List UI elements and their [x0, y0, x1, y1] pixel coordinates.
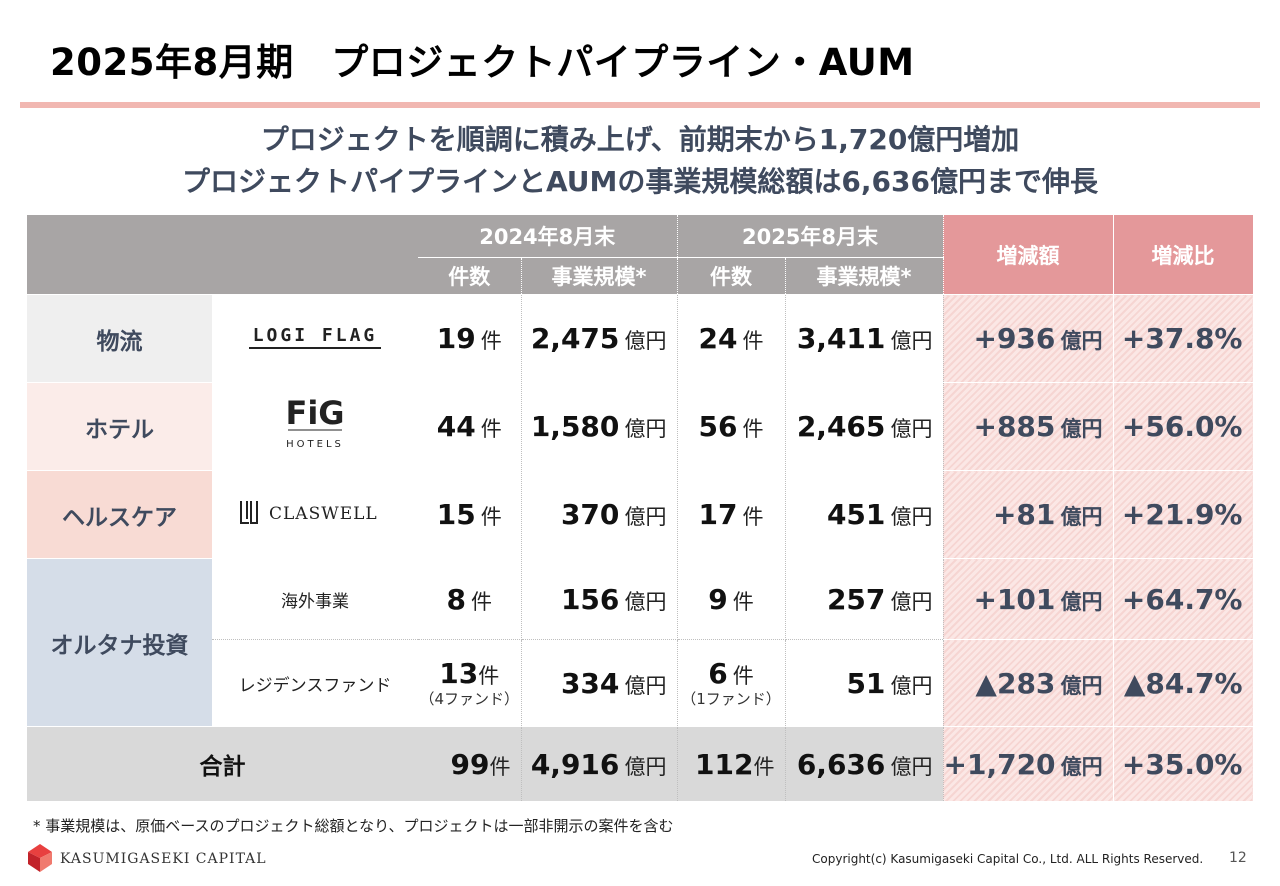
fund-note-2025: （1ファンド） [681, 690, 781, 708]
table-row-healthcare: ヘルスケア CLASWELL 15 件 370 億円 17 件 451 億円 +… [27, 470, 1254, 559]
change-amount: +936 億円 [943, 294, 1114, 383]
scale-2024: 1,580 億円 [521, 382, 678, 471]
title-divider [20, 102, 1260, 108]
header-change-ratio: 増減比 [1113, 215, 1254, 295]
total-label: 合計 [27, 726, 418, 802]
scale-2025: 451 億円 [785, 470, 944, 559]
change-ratio: +64.7% [1113, 558, 1254, 640]
header-blank [27, 215, 418, 295]
fig-text: FiG [285, 394, 344, 432]
segment-hotel: ホテル [27, 382, 212, 471]
table-row-hotel: ホテル FiG HOTELS 44 件 1,580 億円 56 件 2,465 … [27, 382, 1254, 471]
company-name: KASUMIGASEKI CAPITAL [60, 851, 267, 867]
brand-logo-logi-flag: LOGI FLAG [212, 294, 418, 383]
subtitle-line-2: プロジェクトパイプラインとAUMの事業規模総額は6,636億円まで伸長 [182, 165, 1098, 198]
table-row-overseas: オルタナ投資 海外事業 8 件 156 億円 9 件 257 億円 +101 億… [27, 558, 1254, 727]
brand-logo-fig-hotels: FiG HOTELS [212, 382, 418, 471]
page-title: 2025年8月期 プロジェクトパイプライン・AUM [50, 41, 915, 84]
scale-2025: 257 億円 [785, 558, 944, 640]
segment-healthcare: ヘルスケア [27, 470, 212, 559]
scale-2025: 2,465 億円 [785, 382, 944, 471]
claswell-text: CLASWELL [269, 504, 378, 524]
sub-segment-residence-fund: レジデンスファンド [212, 639, 418, 727]
claswell-mark-icon [240, 501, 258, 524]
fig-hotels-logo: FiG HOTELS [285, 394, 344, 450]
count-2025: 56 件 [677, 382, 786, 471]
header-row-sub: 件数 事業規模* 件数 事業規模* [27, 257, 1253, 295]
count-2025: 6 件 （1ファンド） [677, 639, 786, 727]
table-row-residence-fund: レジデンスファンド 13件 （4ファンド） 334 億円 6 件 （1ファンド）… [27, 639, 1254, 727]
page-number: 12 [1229, 850, 1247, 866]
segment-alternative-investment: オルタナ投資 [27, 558, 212, 727]
pipeline-table: 2024年8月末 2025年8月末 増減額 増減比 件数 事業規模* 件数 事業… [27, 215, 1254, 802]
table-row-total: 合計 99件 4,916 億円 112件 6,636 億円 +1,720 億円 … [27, 726, 1254, 802]
hotels-text: HOTELS [286, 439, 344, 450]
scale-2025: 51 億円 [785, 639, 944, 727]
logi-flag-text: LOGI FLAG [253, 325, 378, 346]
copyright: Copyright(c) Kasumigaseki Capital Co., L… [812, 852, 1204, 866]
count-2025: 9 件 [677, 558, 786, 640]
change-ratio: +37.8% [1113, 294, 1254, 383]
footnote: * 事業規模は、原価ベースのプロジェクト総額となり、プロジェクトは一部非開示の案… [33, 817, 674, 835]
count-2024: 44 件 [418, 382, 522, 471]
header-2024: 2024年8月末 [418, 215, 678, 258]
count-2024: 15 件 [418, 470, 522, 559]
change-amount: ▲283 億円 [943, 639, 1114, 727]
segment-logistics: 物流 [27, 294, 212, 383]
change-ratio: +21.9% [1113, 470, 1254, 559]
claswell-logo: CLASWELL [240, 501, 378, 524]
header-scale-2025: 事業規模* [785, 257, 944, 295]
header-change-amount: 増減額 [943, 215, 1114, 295]
change-ratio: +56.0% [1113, 382, 1254, 471]
count-2024: 19 件 [418, 294, 522, 383]
total-change-amount: +1,720 億円 [943, 726, 1114, 802]
subtitle-line-1: プロジェクトを順調に積み上げ、前期末から1,720億円増加 [260, 123, 1020, 156]
company-logo-icon [28, 844, 52, 872]
brand-logo-claswell: CLASWELL [212, 470, 418, 559]
total-count-2025: 112件 [677, 726, 786, 802]
fund-note-2024: （4ファンド） [419, 690, 520, 708]
scale-2024: 370 億円 [521, 470, 678, 559]
count-2025: 24 件 [677, 294, 786, 383]
header-scale-2024: 事業規模* [521, 257, 678, 295]
header-count-2024: 件数 [418, 257, 522, 295]
count-2024: 13件 （4ファンド） [418, 639, 522, 727]
table-row-logistics: 物流 LOGI FLAG 19 件 2,475 億円 24 件 3,411 億円… [27, 294, 1254, 383]
count-2025: 17 件 [677, 470, 786, 559]
scale-2025: 3,411 億円 [785, 294, 944, 383]
change-amount: +885 億円 [943, 382, 1114, 471]
total-scale-2024: 4,916 億円 [521, 726, 678, 802]
total-scale-2025: 6,636 億円 [785, 726, 944, 802]
header-count-2025: 件数 [677, 257, 786, 295]
logi-flag-logo: LOGI FLAG [249, 325, 381, 349]
count-2024: 8 件 [418, 558, 522, 640]
change-ratio: ▲84.7% [1113, 639, 1254, 727]
sub-segment-overseas: 海外事業 [212, 558, 418, 640]
scale-2024: 334 億円 [521, 639, 678, 727]
total-count-2024: 99件 [418, 726, 522, 802]
scale-2024: 2,475 億円 [521, 294, 678, 383]
scale-2024: 156 億円 [521, 558, 678, 640]
header-2025: 2025年8月末 [677, 215, 944, 258]
change-amount: +101 億円 [943, 558, 1114, 640]
header-row-years: 2024年8月末 2025年8月末 増減額 増減比 [27, 215, 1254, 295]
change-amount: +81 億円 [943, 470, 1114, 559]
total-change-ratio: +35.0% [1113, 726, 1254, 802]
